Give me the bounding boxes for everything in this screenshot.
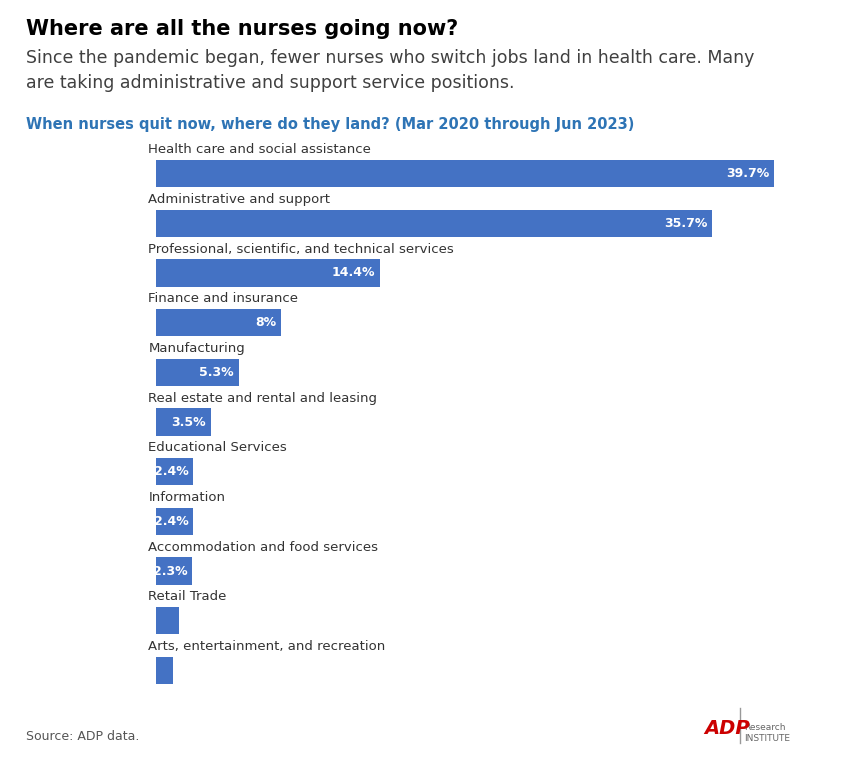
Text: Health care and social assistance: Health care and social assistance (148, 143, 371, 156)
Text: 8%: 8% (255, 316, 276, 329)
Bar (156, 458, 193, 485)
Text: Real estate and rental and leasing: Real estate and rental and leasing (148, 391, 377, 405)
Text: Professional, scientific, and technical services: Professional, scientific, and technical … (148, 242, 454, 256)
Bar (156, 359, 238, 386)
Text: Manufacturing: Manufacturing (148, 342, 245, 355)
Text: Source: ADP data.: Source: ADP data. (26, 731, 140, 743)
Text: 5.3%: 5.3% (199, 366, 234, 378)
Text: When nurses quit now, where do they land? (Mar 2020 through Jun 2023): When nurses quit now, where do they land… (26, 117, 635, 132)
Text: 2.4%: 2.4% (154, 515, 189, 528)
Bar (156, 408, 211, 436)
Text: Since the pandemic began, fewer nurses who switch jobs land in health care. Many: Since the pandemic began, fewer nurses w… (26, 49, 754, 92)
Text: Arts, entertainment, and recreation: Arts, entertainment, and recreation (148, 640, 386, 653)
Text: 2.4%: 2.4% (154, 466, 189, 478)
Text: 35.7%: 35.7% (664, 217, 707, 229)
Text: 3.5%: 3.5% (172, 416, 205, 428)
Text: 14.4%: 14.4% (332, 266, 375, 279)
Text: Where are all the nurses going now?: Where are all the nurses going now? (26, 19, 459, 39)
Text: Research
INSTITUTE: Research INSTITUTE (744, 723, 790, 743)
Bar (156, 557, 192, 585)
Text: Retail Trade: Retail Trade (148, 590, 226, 603)
Bar (156, 508, 193, 535)
Bar (156, 259, 381, 287)
Text: Educational Services: Educational Services (148, 441, 287, 454)
Bar (156, 607, 179, 634)
Text: Finance and insurance: Finance and insurance (148, 292, 298, 305)
Text: 39.7%: 39.7% (727, 167, 769, 180)
Text: Accommodation and food services: Accommodation and food services (148, 540, 378, 553)
Bar (156, 657, 173, 684)
Text: 2.3%: 2.3% (153, 565, 187, 578)
Bar (156, 160, 774, 187)
Text: ADP: ADP (704, 719, 750, 738)
Bar (156, 210, 712, 237)
Text: Information: Information (148, 491, 225, 504)
Text: Administrative and support: Administrative and support (148, 193, 330, 206)
Bar (156, 309, 281, 336)
